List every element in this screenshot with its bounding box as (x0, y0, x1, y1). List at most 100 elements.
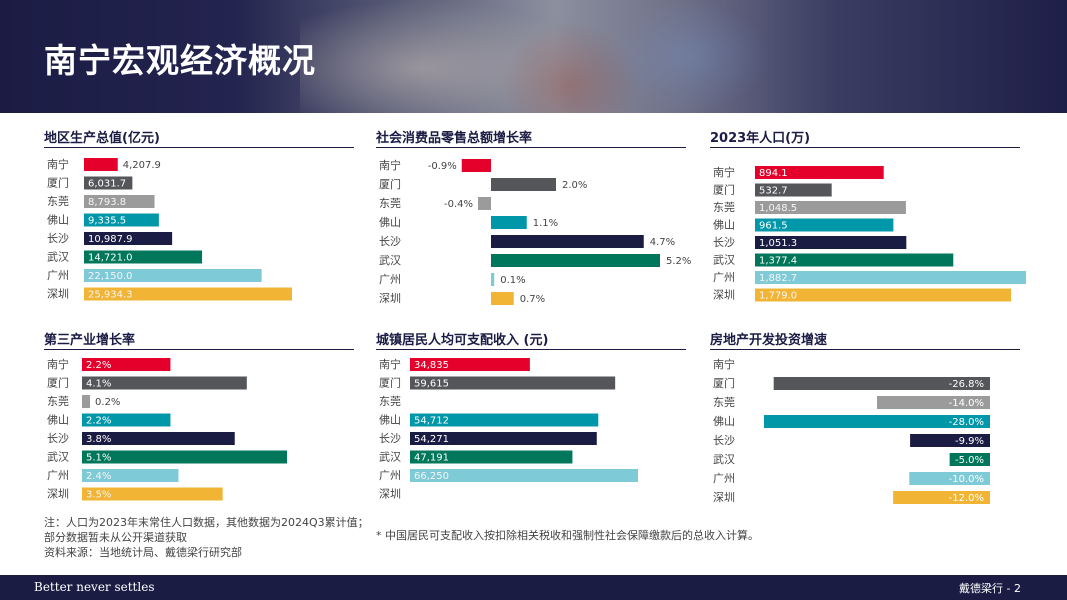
gdp-chart-title: 地区生产总值(亿元) (44, 131, 160, 146)
bar (82, 469, 179, 482)
category-label: 武汉 (713, 254, 735, 267)
tertiary-growth-panel: 第三产业增长率 南宁 2.2% 厦门 4.1% 东莞 0.2% 佛山 2.2% 长沙 3.8% 武汉… (44, 329, 354, 509)
category-label: 厦门 (47, 376, 69, 390)
data-label: 894.1 (759, 168, 788, 179)
category-label: 东莞 (47, 395, 69, 408)
gdp-chart: 南宁 4,207.9 厦门 6,031.7 东莞 8,793.8 佛山 9,335.5 长沙 10… (47, 157, 292, 301)
income-chart-title: 城镇居民人均可支配收入 (元) (376, 333, 549, 348)
category-label: 深圳 (379, 292, 401, 305)
data-label: 9,335.5 (88, 216, 126, 227)
data-label: 5.2% (666, 256, 691, 267)
category-label: 佛山 (47, 214, 69, 227)
retail-growth-chart-title: 社会消费品零售总额增长率 (376, 131, 533, 146)
category-label: 厦门 (713, 376, 735, 390)
data-label: 2.4% (86, 471, 111, 482)
bar (84, 195, 155, 208)
bar (893, 491, 990, 504)
footer-slogan: Better never settles (34, 580, 155, 594)
bar (755, 166, 884, 179)
data-label: 6,031.7 (88, 179, 126, 190)
data-label: 5.1% (86, 453, 111, 464)
data-label: -10.0% (949, 474, 984, 485)
data-label: 961.5 (759, 221, 788, 232)
bar (755, 236, 907, 249)
source-note: 资料来源：当地统计局、戴德梁行研究部 (44, 546, 242, 559)
data-label: 4.7% (650, 237, 675, 248)
category-label: 东莞 (379, 197, 401, 210)
data-label: 1,048.5 (759, 203, 797, 214)
category-label: 南宁 (47, 357, 69, 371)
footnote-line-2: 部分数据暂未从公开渠道获取 (44, 531, 187, 544)
income-panel: 城镇居民人均可支配收入 (元) 南宁 34,835 厦门 59,615 东莞 佛山 54,7… (376, 329, 686, 509)
bar (82, 450, 287, 464)
data-label: 66,250 (414, 471, 449, 482)
bar (410, 432, 597, 445)
data-label: -0.4% (444, 199, 473, 210)
category-label: 东莞 (47, 195, 69, 208)
page-number: 戴德梁行 - 2 (959, 582, 1021, 595)
data-label: 532.7 (759, 186, 788, 197)
bar (909, 472, 990, 485)
bar (755, 253, 954, 267)
data-label: 1.1% (533, 218, 558, 229)
bar (949, 453, 990, 466)
category-label: 深圳 (713, 289, 735, 302)
data-label: 1,377.4 (759, 256, 797, 267)
data-label: 4,207.9 (123, 160, 161, 171)
category-label: 南宁 (379, 357, 401, 371)
left-footnote: 注：人口为2023年末常住人口数据，其他数据为2024Q3累计值； 部分数据暂未… (44, 515, 369, 560)
data-label: 0.2% (95, 397, 120, 408)
data-label: -0.9% (428, 161, 457, 172)
retail-growth-chart: 南宁 -0.9% 厦门 2.0% 东莞 -0.4% 佛山 1.1% 长沙 4.7% 武汉 5.2% 广州… (379, 158, 691, 305)
footnote-line-1: 注：人口为2023年末常住人口数据，其他数据为2024Q3累计值； (44, 516, 369, 529)
data-label: 8,793.8 (88, 197, 126, 208)
data-label: 0.7% (520, 294, 545, 305)
bar (410, 358, 530, 371)
bar (82, 413, 171, 427)
bar (82, 395, 91, 408)
category-label: 广州 (47, 469, 69, 482)
category-label: 南宁 (379, 158, 401, 172)
population-chart-title: 2023年人口(万) (710, 131, 811, 146)
bar (755, 201, 906, 214)
data-label: 10,987.9 (88, 234, 133, 245)
data-label: 0.1% (500, 275, 525, 286)
category-label: 佛山 (47, 414, 69, 427)
real-estate-panel: 房地产开发投资增速 南宁 厦门 -26.8% 东莞 -14.0% 佛山 -28.0% 长沙 -9… (710, 329, 1020, 509)
bar (491, 235, 644, 248)
gdp-panel: 地区生产总值(亿元) 南宁 4,207.9 厦门 6,031.7 东莞 8,793.8 佛山… (44, 127, 354, 307)
bar (84, 158, 118, 171)
bar (478, 197, 491, 210)
category-label: 深圳 (47, 288, 69, 301)
data-label: -14.0% (949, 398, 984, 409)
category-label: 深圳 (47, 488, 69, 501)
category-label: 佛山 (713, 219, 735, 232)
bar (84, 232, 173, 245)
category-label: 深圳 (713, 491, 735, 504)
bar (755, 183, 832, 197)
category-label: 南宁 (713, 357, 735, 371)
bar (84, 269, 262, 282)
page-title: 南宁宏观经济概况 (44, 41, 316, 80)
footer-bar: Better never settles 戴德梁行 - 2 (0, 575, 1067, 600)
bar (82, 432, 235, 445)
category-label: 长沙 (713, 434, 735, 447)
data-label: -9.9% (955, 436, 984, 447)
bar (410, 469, 638, 482)
bar (755, 271, 1026, 284)
category-label: 武汉 (713, 453, 735, 466)
category-label: 东莞 (713, 201, 735, 214)
category-label: 广州 (379, 469, 401, 482)
bar (461, 159, 491, 172)
bar (84, 287, 292, 301)
bar (491, 178, 556, 191)
category-label: 广州 (379, 273, 401, 286)
data-label: 2.2% (86, 416, 111, 427)
data-label: 25,934.3 (88, 290, 133, 301)
data-label: 47,191 (414, 453, 449, 464)
category-label: 深圳 (379, 488, 401, 501)
category-label: 东莞 (379, 395, 401, 408)
data-label: 14,721.0 (88, 253, 133, 264)
category-label: 厦门 (379, 376, 401, 390)
